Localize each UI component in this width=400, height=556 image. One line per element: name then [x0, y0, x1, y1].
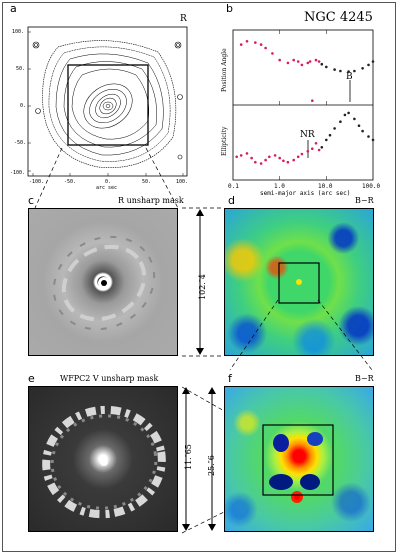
ellipticity-point [371, 138, 375, 142]
ellipticity-point [235, 155, 238, 159]
panel-a-ytick: -50. [14, 140, 27, 146]
position-angle-point [306, 61, 310, 65]
panel-b-xtick: 100.0 [362, 183, 381, 190]
panel-f-scale-label: 25.″6 [207, 455, 216, 476]
panel-e-scale-bar [182, 387, 190, 531]
panel-a-label: a [10, 2, 17, 15]
ellipticity-point [320, 146, 324, 149]
panel-a-xtick: -100. [29, 179, 45, 185]
panel-f-scale-bar [208, 387, 216, 531]
ellipticity-point [239, 154, 243, 157]
ellipticity-point [286, 160, 290, 164]
position-angle-point [286, 61, 290, 65]
panel-a-xtick: 50. [142, 179, 152, 185]
ellipticity-point [292, 158, 295, 162]
panel-d-caption: B−R [355, 196, 374, 205]
panel-f-label: f [228, 372, 232, 385]
panel-b-annot-NR: NR [300, 130, 315, 140]
panel-a-xtick: -50. [64, 179, 77, 185]
position-angle-point [361, 67, 364, 70]
position-angle-point [296, 60, 300, 63]
position-angle-point [320, 62, 324, 66]
ellipticity-point [306, 150, 310, 153]
ellipticity-point [343, 113, 347, 117]
panel-a-xlabel: arc sec [96, 185, 118, 191]
panel-c-label: c [28, 194, 35, 207]
ellipticity-point [245, 152, 249, 155]
ellipticity-point [328, 133, 332, 137]
ellipticity-point [325, 138, 328, 142]
position-angle-point [239, 43, 243, 46]
panel-a-ytick: 0. [20, 103, 27, 109]
ellipticity-point [339, 120, 342, 123]
panel-b-profile-plot [232, 29, 375, 181]
position-angle-point [308, 60, 312, 63]
ellipticity-point [317, 148, 321, 152]
ellipticity-point [254, 160, 257, 164]
position-angle-point [317, 60, 321, 63]
panel-f-caption: B−R [355, 374, 374, 383]
position-angle-point [264, 46, 267, 50]
panel-e-caption: WFPC2 V unsharp mask [60, 374, 159, 383]
panel-b-annot-B: B [346, 72, 353, 82]
position-angle-point [292, 58, 295, 62]
ellipticity-point [250, 156, 253, 160]
position-angle-point [325, 65, 328, 69]
panel-a-ytick: 100. [12, 29, 25, 35]
position-angle-point [339, 69, 342, 73]
position-angle-point [314, 58, 318, 62]
panel-d-color-map [224, 208, 374, 356]
position-angle-point [371, 60, 375, 63]
ellipticity-point [367, 135, 370, 138]
panel-a-xtick: 100. [176, 179, 189, 185]
panel-b-xtick: 10.0 [318, 183, 333, 190]
ellipticity-point [361, 129, 364, 133]
ellipticity-point [259, 162, 263, 165]
panel-e-scale-label: 11.″65 [184, 444, 193, 470]
position-angle-point [367, 63, 370, 67]
panel-b-xtick: 1.0 [274, 183, 285, 190]
position-angle-point [278, 58, 281, 62]
position-angle-point [311, 99, 314, 102]
panel-a-band: R [180, 14, 187, 24]
ellipticity-point [296, 155, 300, 159]
panel-a-ytick: -100. [10, 170, 26, 176]
ellipticity-point [278, 156, 281, 160]
panel-a-ytick: 50. [16, 66, 26, 72]
position-angle-point [347, 70, 350, 73]
ellipticity-point [273, 154, 277, 157]
position-angle-point [353, 69, 356, 73]
ellipticity-point [347, 111, 350, 115]
panel-b-title: NGC 4245 [304, 10, 373, 25]
panel-a-contour-plot [27, 26, 188, 177]
ellipticity-point [300, 152, 304, 156]
ellipticity-point [264, 158, 267, 162]
panel-e-label: e [28, 372, 35, 385]
panel-a-xtick: 0. [105, 179, 112, 185]
figure-frame [2, 2, 396, 552]
ellipticity-point [333, 127, 336, 130]
panel-c-caption: R unsharp mask [118, 196, 184, 205]
panel-f-color-map [224, 386, 374, 532]
position-angle-point [245, 40, 249, 43]
position-angle-point [300, 63, 304, 67]
panel-c-scale-bar [196, 209, 204, 355]
ellipticity-point [353, 117, 356, 121]
position-angle-point [259, 43, 263, 46]
panel-b-xlabel: semi-major axis (arc sec) [260, 190, 351, 197]
ellipticity-point [311, 147, 314, 150]
panel-d-label: d [228, 194, 235, 207]
position-angle-point [254, 41, 257, 44]
ellipticity-point [268, 155, 271, 159]
panel-b-xtick: 0.1 [228, 183, 239, 190]
ellipticity-point [282, 159, 285, 163]
position-angle-point [271, 52, 274, 55]
ellipticity-point [314, 142, 318, 145]
panel-e-image [28, 386, 178, 532]
panel-c-image [28, 208, 178, 356]
position-angle-point [333, 68, 336, 71]
panel-b-label: b [226, 2, 233, 15]
ellipticity-point [357, 124, 361, 127]
